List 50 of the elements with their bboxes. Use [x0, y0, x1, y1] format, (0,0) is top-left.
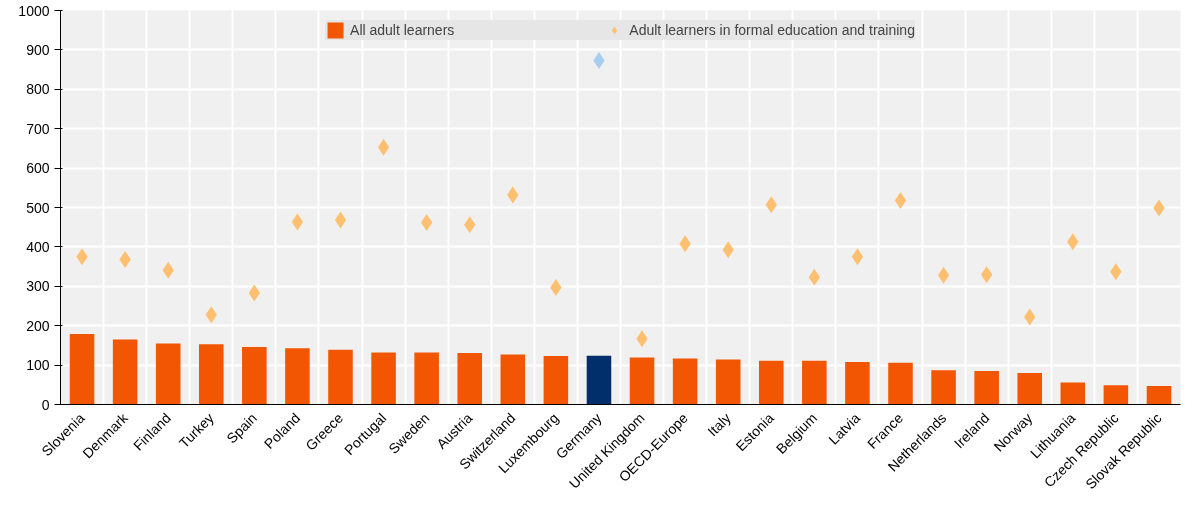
- point: [377, 138, 390, 156]
- bar: [1060, 382, 1086, 405]
- y-tick-label: 900: [26, 41, 50, 58]
- point: [420, 213, 433, 231]
- bar: [802, 360, 827, 405]
- point: [291, 213, 304, 231]
- bar: [414, 352, 439, 405]
- bar: [758, 360, 784, 405]
- bar: [543, 356, 569, 405]
- bar: [1146, 385, 1172, 405]
- bar: [931, 370, 956, 405]
- legend-label: Adult learners in formal education and training: [629, 22, 915, 38]
- bar: [69, 333, 95, 405]
- bar: [457, 352, 483, 405]
- point: [937, 266, 950, 284]
- bar: [112, 339, 138, 405]
- y-tick-label: 200: [26, 317, 50, 334]
- bar: [586, 355, 612, 405]
- point: [248, 284, 261, 302]
- bar: [672, 358, 698, 405]
- point: [808, 268, 821, 286]
- point: [851, 248, 864, 266]
- y-tick-label: 800: [26, 81, 50, 98]
- point: [980, 266, 993, 284]
- bar: [1103, 385, 1129, 405]
- bar: [974, 371, 999, 405]
- y-tick-label: 700: [26, 120, 50, 137]
- point: [334, 211, 347, 229]
- bar: [629, 357, 655, 405]
- y-tick-label: 500: [26, 199, 50, 216]
- bar: [371, 352, 396, 405]
- bar: [1017, 372, 1043, 405]
- bar: [715, 359, 741, 405]
- bar: [155, 343, 181, 405]
- bar: [328, 349, 353, 405]
- bar: [285, 348, 310, 405]
- y-tick-label: 600: [26, 160, 50, 177]
- bar: [888, 362, 913, 405]
- y-tick-label: 1000: [18, 2, 50, 19]
- point: [894, 191, 907, 209]
- y-tick-label: 100: [26, 357, 50, 374]
- y-tick-label: 400: [26, 238, 50, 255]
- bar: [845, 361, 870, 405]
- bar: [198, 344, 224, 405]
- bar: [242, 346, 267, 405]
- bar: [500, 354, 526, 405]
- y-tick-label: 300: [26, 278, 50, 295]
- legend-label: All adult learners: [350, 22, 455, 38]
- x-tick-label: Italy: [704, 409, 734, 440]
- y-tick-label: 0: [41, 396, 50, 413]
